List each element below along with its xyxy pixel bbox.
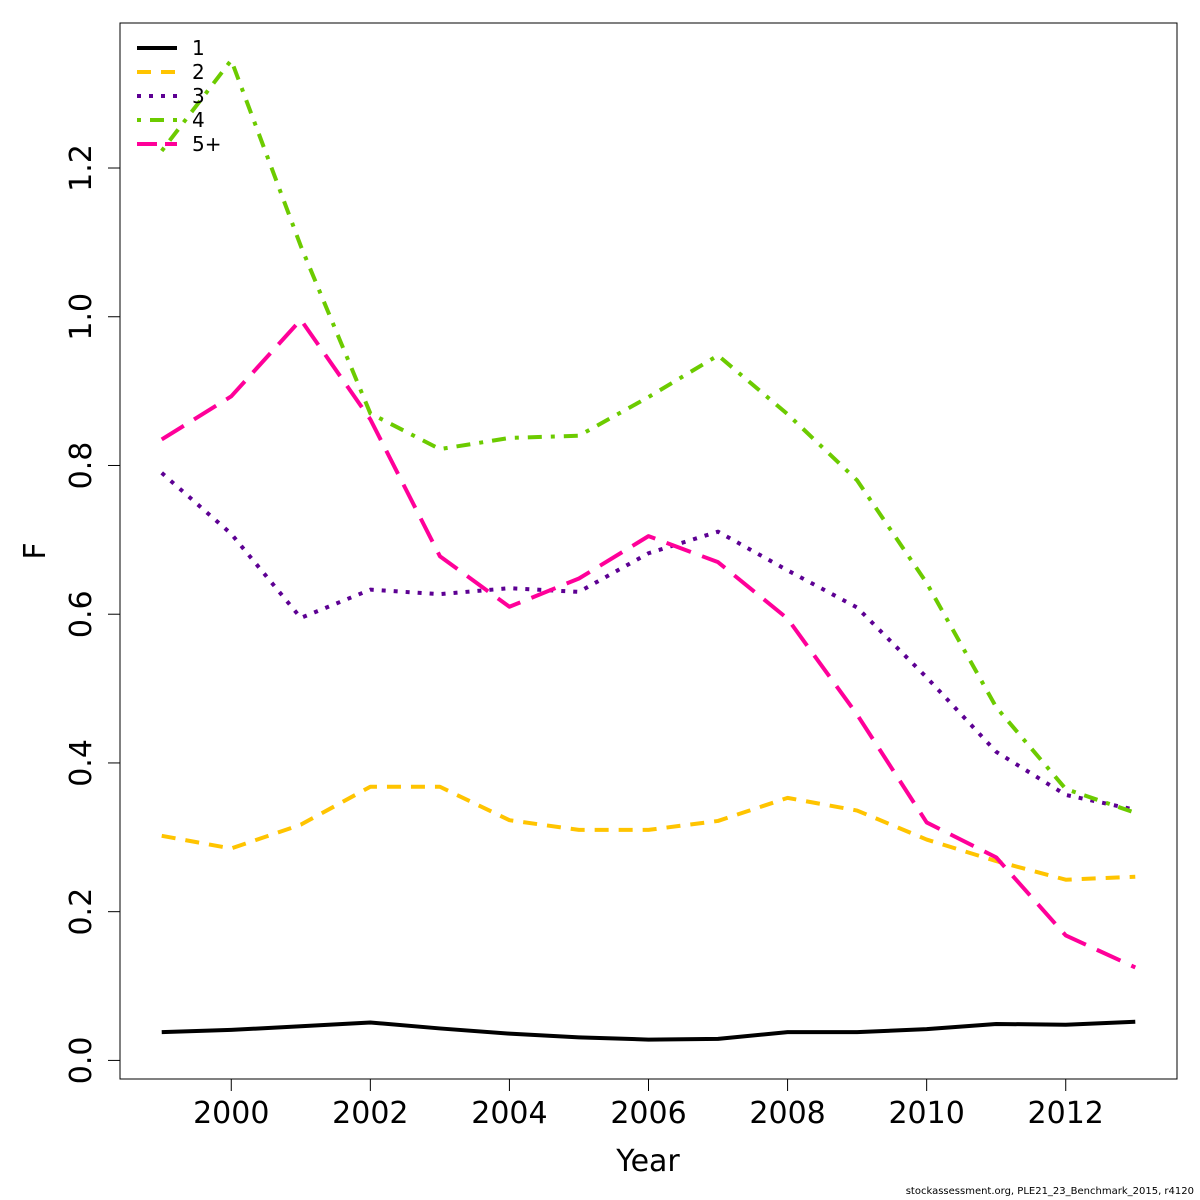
y-tick-label: 1.2 <box>64 144 99 192</box>
x-axis-title: Year <box>615 1144 680 1179</box>
series-line-5plus <box>160 317 1137 970</box>
y-tick-label: 0.0 <box>64 1037 99 1085</box>
x-tick-label: 2004 <box>471 1096 547 1131</box>
x-tick-label: 2008 <box>749 1096 825 1131</box>
y-tick-label: 0.2 <box>64 888 99 936</box>
x-tick-label: 2002 <box>332 1096 408 1131</box>
y-axis-title: F <box>18 542 53 559</box>
x-tick-label: 2006 <box>610 1096 686 1131</box>
series-layer <box>160 58 1137 1042</box>
x-tick-label: 2012 <box>1028 1096 1104 1131</box>
series-line-3 <box>160 471 1136 812</box>
legend-label: 1 <box>192 36 205 60</box>
x-axis: 2000 2002 2004 2006 2008 2010 2012 <box>193 1078 1104 1131</box>
series-line-1 <box>161 1019 1136 1042</box>
y-tick-label: 1.0 <box>64 293 99 341</box>
x-tick-label: 2000 <box>193 1096 269 1131</box>
y-tick-label: 0.4 <box>64 739 99 787</box>
plot-frame <box>119 22 1178 1080</box>
legend-label: 3 <box>192 84 205 108</box>
legend-label: 4 <box>192 108 205 132</box>
legend-label: 2 <box>192 60 205 84</box>
x-tick-label: 2010 <box>888 1096 964 1131</box>
series-line-2 <box>161 784 1136 882</box>
y-tick-label: 0.6 <box>64 590 99 638</box>
footer-credit: stockassessment.org, PLE21_23_Benchmark_… <box>905 1186 1194 1197</box>
y-axis: 0.0 0.2 0.4 0.6 0.8 1.0 1.2 <box>64 144 121 1085</box>
series-line-4 <box>160 58 1136 815</box>
legend-label: 5+ <box>192 132 221 156</box>
y-tick-label: 0.8 <box>64 442 99 490</box>
